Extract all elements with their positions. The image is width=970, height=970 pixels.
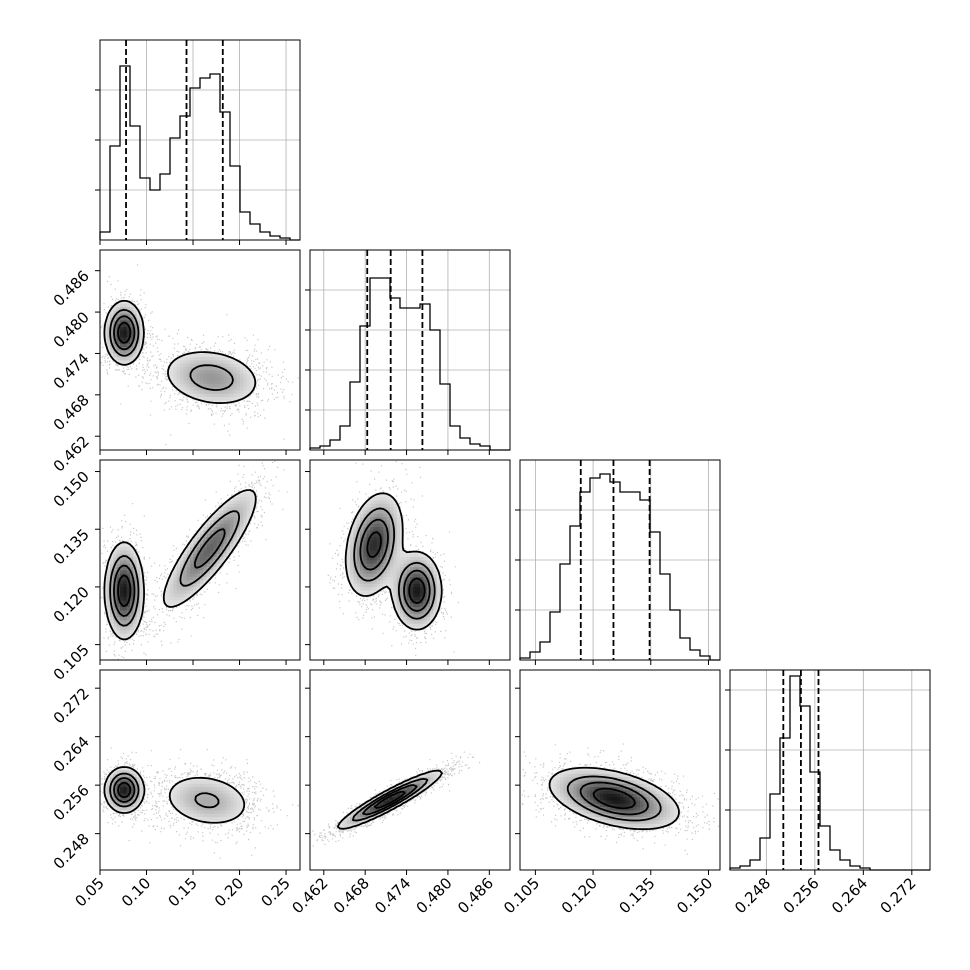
panel-frame — [99, 39, 301, 241]
contour-level — [109, 772, 220, 809]
contour-level — [353, 507, 436, 620]
scatter-points — [100, 264, 299, 446]
histogram-step — [729, 675, 930, 871]
x-tick-label: 0.474 — [371, 874, 414, 917]
joint-panel-1-3 — [95, 459, 301, 665]
x-tick-label: 0.10 — [118, 874, 154, 910]
contour-level — [109, 308, 234, 391]
histogram-step — [99, 65, 300, 241]
joint-density — [100, 460, 288, 660]
contour-level — [337, 769, 443, 830]
joint-panel-1-2 — [95, 249, 301, 455]
panel-frame — [519, 459, 721, 661]
contour-level — [344, 492, 443, 631]
x-tick-label: 0.20 — [211, 874, 247, 910]
x-tick-label: 0.480 — [413, 874, 456, 917]
contour-level — [351, 778, 429, 822]
x-tick-label: 0.120 — [558, 874, 601, 917]
x-tick-label: 0.486 — [454, 874, 497, 917]
joint-density — [327, 461, 460, 656]
joint-panel-2-4 — [305, 669, 511, 871]
joint-density — [100, 264, 299, 446]
y-tick-label: 0.480 — [50, 308, 93, 351]
panel-frame — [99, 669, 301, 871]
contour-level — [113, 777, 136, 803]
joint-panel-1-4 — [95, 669, 301, 871]
contour-level — [366, 531, 426, 605]
joint-panel-3-4 — [515, 669, 721, 871]
x-tick-label: 0.135 — [615, 874, 658, 917]
x-tick-label: 0.264 — [828, 874, 871, 917]
x-tick-label: 0.256 — [780, 874, 823, 917]
y-tick-label: 0.120 — [50, 583, 93, 626]
x-tick-label: 0.462 — [289, 874, 332, 917]
x-tick-label: 0.248 — [731, 874, 774, 917]
x-tick-label: 0.05 — [71, 874, 107, 910]
histogram-step — [519, 473, 720, 661]
joint-density — [100, 747, 299, 859]
histogram-step — [309, 277, 510, 451]
contour-level — [109, 510, 241, 627]
contour-level — [592, 787, 636, 810]
contour-level — [359, 518, 431, 612]
x-tick-label: 0.150 — [673, 874, 716, 917]
contour-level — [373, 790, 406, 809]
y-tick-label: 0.462 — [50, 432, 93, 475]
joint-panel-2-3 — [305, 459, 511, 665]
contour-level — [548, 766, 680, 831]
panel-frame — [519, 669, 721, 871]
y-tick-label: 0.256 — [50, 781, 93, 824]
y-tick-label: 0.248 — [50, 830, 93, 873]
y-tick-label: 0.468 — [50, 391, 93, 434]
x-tick-label: 0.15 — [165, 874, 201, 910]
panel-frame — [99, 459, 301, 661]
y-tick-label: 0.264 — [50, 733, 93, 776]
joint-density — [520, 739, 719, 855]
y-tick-label: 0.135 — [50, 525, 93, 568]
histogram-panel-3 — [515, 459, 721, 665]
contour-level — [113, 528, 226, 617]
panel-frame — [309, 249, 511, 451]
y-tick-label: 0.272 — [50, 684, 93, 727]
histogram-panel-1 — [95, 39, 301, 245]
joint-density — [312, 751, 481, 847]
contour-level — [362, 784, 418, 816]
y-tick-label: 0.150 — [50, 468, 93, 511]
y-tick-label: 0.486 — [50, 267, 93, 310]
panel-frame — [99, 249, 301, 451]
contour-level — [103, 766, 246, 824]
contour-level — [579, 781, 649, 816]
contour-level — [113, 315, 136, 351]
y-tick-label: 0.474 — [50, 350, 93, 393]
x-tick-label: 0.105 — [500, 874, 543, 917]
histogram-panel-4 — [725, 669, 931, 871]
contour-level — [103, 489, 257, 641]
x-tick-label: 0.272 — [877, 874, 920, 917]
histogram-panel-2 — [305, 249, 511, 455]
panel-frame — [309, 459, 511, 661]
contour-level — [117, 781, 132, 799]
panel-frame — [309, 669, 511, 871]
panel-frame — [729, 669, 931, 871]
contour-level — [103, 299, 257, 404]
contour-level — [117, 321, 132, 344]
contour-level — [566, 775, 662, 822]
y-tick-label: 0.105 — [50, 641, 93, 684]
x-tick-label: 0.468 — [330, 874, 373, 917]
contour-level — [117, 574, 132, 608]
